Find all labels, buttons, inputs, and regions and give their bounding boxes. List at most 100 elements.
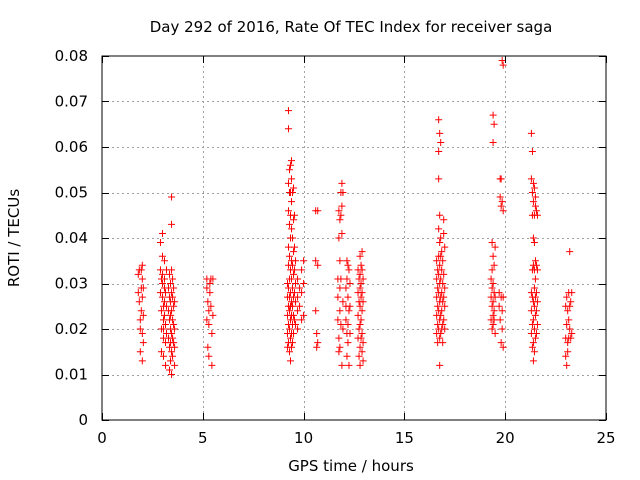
y-tick-labels: 0 0.01 0.02 0.03 0.04 0.05 0.06 0.07 0.08 bbox=[55, 47, 88, 429]
data-point bbox=[437, 275, 445, 283]
data-point bbox=[436, 211, 444, 219]
data-point bbox=[439, 257, 447, 265]
data-point bbox=[205, 352, 213, 360]
data-point bbox=[436, 334, 444, 342]
data-point bbox=[439, 339, 447, 347]
data-point bbox=[489, 252, 497, 260]
data-point bbox=[439, 320, 447, 328]
data-point bbox=[440, 270, 448, 278]
data-point bbox=[168, 266, 176, 274]
data-point bbox=[533, 266, 541, 274]
data-point bbox=[203, 284, 211, 292]
data-point bbox=[359, 275, 367, 283]
data-point bbox=[358, 248, 366, 256]
data-point bbox=[168, 307, 176, 315]
data-point bbox=[495, 289, 503, 297]
data-point bbox=[290, 248, 298, 256]
data-point bbox=[533, 320, 541, 328]
data-point bbox=[530, 325, 538, 333]
data-point bbox=[313, 343, 321, 351]
data-point bbox=[532, 330, 540, 338]
data-point bbox=[441, 243, 449, 251]
data-point bbox=[496, 316, 504, 324]
data-point bbox=[497, 175, 505, 183]
data-point bbox=[335, 348, 343, 356]
data-point bbox=[160, 257, 168, 265]
data-point bbox=[563, 293, 571, 301]
data-point bbox=[359, 357, 367, 365]
data-point bbox=[283, 280, 291, 287]
data-point bbox=[336, 307, 344, 315]
data-point bbox=[356, 302, 364, 310]
data-point bbox=[439, 298, 447, 306]
data-point bbox=[566, 325, 574, 333]
data-point bbox=[356, 343, 364, 351]
y-tick-label: 0.04 bbox=[55, 229, 88, 247]
data-point bbox=[530, 239, 538, 247]
data-point bbox=[163, 302, 171, 310]
data-point bbox=[170, 284, 178, 292]
data-point bbox=[170, 339, 178, 347]
data-point bbox=[499, 61, 507, 69]
data-point bbox=[167, 280, 175, 287]
data-point bbox=[566, 302, 574, 310]
data-point bbox=[158, 293, 166, 301]
data-point bbox=[490, 120, 498, 128]
data-point bbox=[436, 239, 444, 247]
data-point bbox=[335, 234, 343, 242]
data-point bbox=[531, 257, 539, 265]
data-point bbox=[434, 284, 442, 292]
data-point bbox=[208, 361, 216, 369]
data-point bbox=[136, 325, 144, 333]
data-point bbox=[289, 284, 297, 292]
data-point bbox=[358, 289, 366, 297]
data-point bbox=[169, 275, 177, 283]
data-point bbox=[288, 225, 296, 233]
data-point bbox=[441, 325, 449, 333]
data-point bbox=[437, 252, 445, 260]
data-point bbox=[491, 243, 499, 251]
data-point bbox=[354, 311, 362, 319]
data-point bbox=[289, 302, 297, 310]
data-point bbox=[285, 307, 293, 315]
data-point bbox=[527, 175, 535, 183]
y-tick-label: 0.06 bbox=[55, 138, 88, 156]
data-point bbox=[337, 275, 345, 283]
data-point bbox=[162, 320, 170, 328]
data-point bbox=[438, 266, 446, 274]
data-point bbox=[435, 175, 443, 183]
data-point bbox=[564, 339, 572, 347]
data-point bbox=[436, 261, 444, 269]
data-point bbox=[343, 257, 351, 265]
data-point bbox=[342, 316, 350, 324]
data-point bbox=[134, 270, 142, 278]
data-point bbox=[356, 361, 364, 369]
data-point bbox=[498, 325, 506, 333]
data-point bbox=[498, 57, 506, 65]
data-point bbox=[529, 357, 537, 365]
y-tick-label: 0 bbox=[78, 411, 88, 429]
data-point bbox=[286, 161, 294, 169]
y-axis-label: ROTI / TECUs bbox=[5, 189, 23, 287]
data-point bbox=[159, 352, 167, 360]
data-point bbox=[499, 343, 507, 351]
x-tick-label: 25 bbox=[596, 429, 615, 447]
data-point bbox=[346, 280, 354, 287]
data-point bbox=[358, 266, 366, 274]
data-point bbox=[437, 311, 445, 319]
data-point bbox=[290, 311, 298, 319]
data-point bbox=[291, 289, 299, 297]
data-point bbox=[289, 189, 297, 196]
data-point bbox=[207, 302, 215, 310]
data-point bbox=[441, 284, 449, 292]
data-point bbox=[284, 107, 292, 115]
x-axis-label: GPS time / hours bbox=[288, 457, 414, 475]
data-point bbox=[533, 211, 541, 219]
data-point bbox=[533, 298, 541, 306]
data-point bbox=[290, 270, 298, 278]
data-point bbox=[335, 207, 343, 215]
data-point bbox=[170, 302, 178, 310]
data-point bbox=[138, 275, 146, 283]
data-point bbox=[169, 293, 177, 301]
data-point bbox=[169, 352, 177, 360]
